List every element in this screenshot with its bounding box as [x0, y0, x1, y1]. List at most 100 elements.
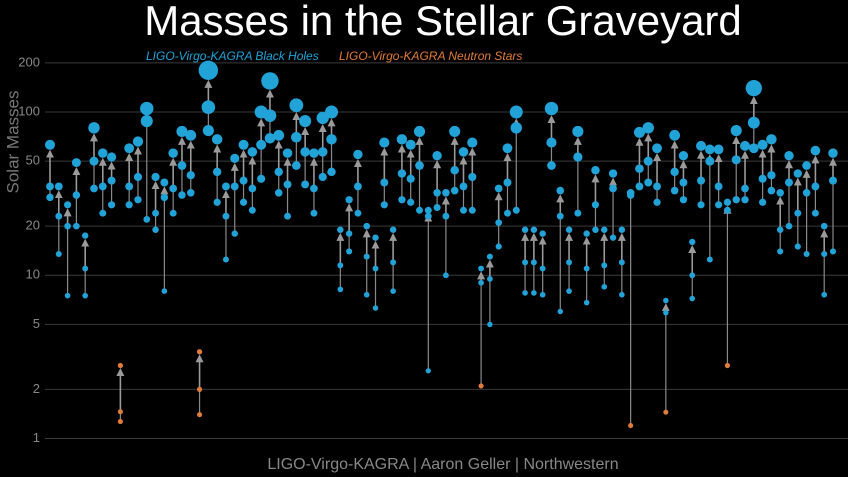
remnant-dot	[618, 226, 626, 234]
component-dot	[450, 186, 459, 195]
remnant-dot	[723, 198, 732, 206]
component-dot	[433, 203, 441, 212]
remnant-dot	[196, 349, 203, 355]
component-dot	[90, 184, 98, 193]
remnant-dot	[117, 362, 123, 369]
remnant-dot	[530, 226, 538, 234]
component-dot	[802, 189, 811, 197]
component-dot	[732, 196, 740, 204]
remnant-dot	[442, 189, 450, 197]
component-dot	[291, 161, 301, 170]
component-dot	[592, 226, 599, 234]
component-dot	[487, 276, 493, 282]
component-dot	[566, 288, 572, 294]
component-dot	[619, 291, 625, 298]
remnant-dot	[44, 139, 56, 150]
component-dot	[803, 250, 810, 258]
component-dot	[318, 172, 327, 182]
component-dot	[372, 305, 379, 311]
component-dot	[829, 248, 837, 255]
remnant-dot	[600, 226, 608, 234]
component-dot	[618, 259, 625, 266]
component-dot	[539, 291, 546, 298]
component-dot	[310, 184, 318, 193]
remnant-dot	[389, 226, 397, 234]
component-dot	[539, 265, 546, 272]
remnant-dot	[71, 158, 81, 168]
remnant-dot	[185, 129, 197, 141]
remnant-dot	[449, 125, 461, 138]
remnant-dot	[81, 232, 89, 239]
remnant-dot	[669, 129, 681, 141]
remnant-dot	[642, 122, 654, 134]
y-tick-label: 20	[26, 218, 40, 233]
remnant-dot	[325, 105, 339, 119]
remnant-dot	[160, 178, 169, 187]
component-dot	[372, 265, 379, 272]
component-dot	[239, 176, 248, 185]
remnant-dot	[802, 161, 811, 170]
remnant-dot	[572, 125, 584, 138]
component-dot	[161, 288, 168, 294]
component-dot	[89, 156, 99, 166]
component-dot	[478, 383, 484, 389]
component-dot	[723, 206, 731, 214]
remnant-dot	[168, 148, 178, 158]
remnant-dot	[299, 115, 312, 128]
remnant-dot	[424, 206, 432, 214]
component-dot	[504, 209, 511, 217]
remnant-dot	[740, 140, 751, 151]
component-dot	[425, 368, 431, 374]
component-dot	[284, 212, 291, 220]
component-dot	[601, 262, 608, 269]
remnant-dot	[64, 201, 72, 209]
remnant-dot	[98, 148, 108, 158]
component-dot	[522, 259, 529, 266]
remnant-dot	[696, 140, 707, 151]
component-dot	[663, 409, 669, 415]
component-dot	[257, 174, 266, 183]
component-dot	[794, 243, 801, 250]
component-dot	[731, 155, 741, 165]
component-dot	[821, 250, 828, 258]
remnant-dot	[810, 145, 821, 156]
component-dot	[186, 171, 195, 180]
component-dot	[152, 209, 160, 217]
y-tick-label: 2	[33, 381, 40, 396]
component-dot	[397, 169, 407, 178]
remnant-dot	[211, 134, 223, 145]
component-dot	[689, 272, 696, 279]
remnant-dot	[544, 101, 559, 116]
component-dot	[55, 250, 62, 258]
component-dot	[468, 206, 476, 214]
component-dot	[406, 174, 415, 183]
component-dot	[609, 234, 617, 241]
component-dot	[785, 222, 793, 230]
component-dot	[178, 191, 186, 199]
component-dot	[390, 288, 396, 294]
remnant-dot	[140, 101, 154, 116]
remnant-dot	[793, 169, 802, 178]
remnant-dot	[713, 144, 724, 155]
component-dot	[574, 209, 582, 217]
component-dot	[363, 291, 370, 298]
component-dot	[583, 265, 590, 272]
legend-entry: LIGO-Virgo-KAGRA Black Holes	[146, 49, 319, 63]
remnant-dot	[413, 125, 426, 138]
remnant-dot	[556, 186, 565, 195]
component-dot	[152, 226, 159, 234]
component-dot	[643, 156, 653, 166]
component-dot	[663, 309, 669, 316]
remnant-dot	[106, 152, 117, 162]
component-dot	[653, 182, 661, 191]
component-dot	[670, 167, 679, 177]
component-dot	[758, 174, 767, 183]
component-dot	[557, 308, 564, 315]
remnant-dot	[467, 137, 478, 148]
dots	[44, 60, 838, 429]
remnant-dot	[247, 147, 258, 157]
component-dot	[522, 290, 528, 296]
component-dot	[169, 209, 177, 217]
